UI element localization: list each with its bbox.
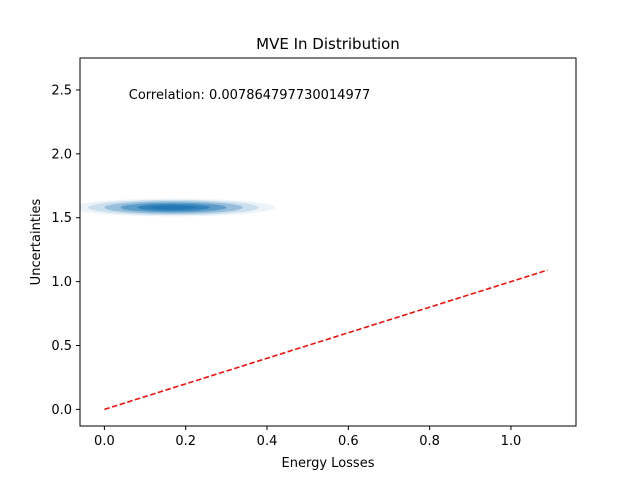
reference-line: [104, 269, 548, 411]
x-tick-label: 0.2: [175, 434, 196, 449]
x-axis: 0.0 0.2 0.4 0.6 0.8 1.0: [94, 426, 521, 449]
correlation-annotation: Correlation: 0.007864797730014977: [129, 88, 370, 103]
y-axis: 0.0 0.5 1.0 1.5 2.0 2.5: [51, 83, 80, 418]
y-tick-label: 2.5: [51, 83, 72, 98]
x-tick-label: 0.4: [257, 434, 278, 449]
y-tick-label: 0.5: [51, 339, 72, 354]
y-axis-label: Uncertainties: [29, 198, 44, 285]
y-tick-label: 2.0: [51, 147, 72, 162]
y-tick-label: 0.0: [51, 403, 72, 418]
chart-title: MVE In Distribution: [256, 35, 400, 53]
y-tick-label: 1.5: [51, 211, 72, 226]
x-tick-label: 0.0: [94, 434, 115, 449]
x-tick-label: 1.0: [501, 434, 522, 449]
y-tick-label: 1.0: [51, 275, 72, 290]
density-contour-5: [151, 205, 196, 210]
x-axis-label: Energy Losses: [282, 456, 375, 471]
x-tick-label: 0.6: [338, 434, 359, 449]
plot-area: [80, 198, 548, 411]
x-tick-label: 0.8: [419, 434, 440, 449]
axes-frame: [79, 57, 577, 427]
